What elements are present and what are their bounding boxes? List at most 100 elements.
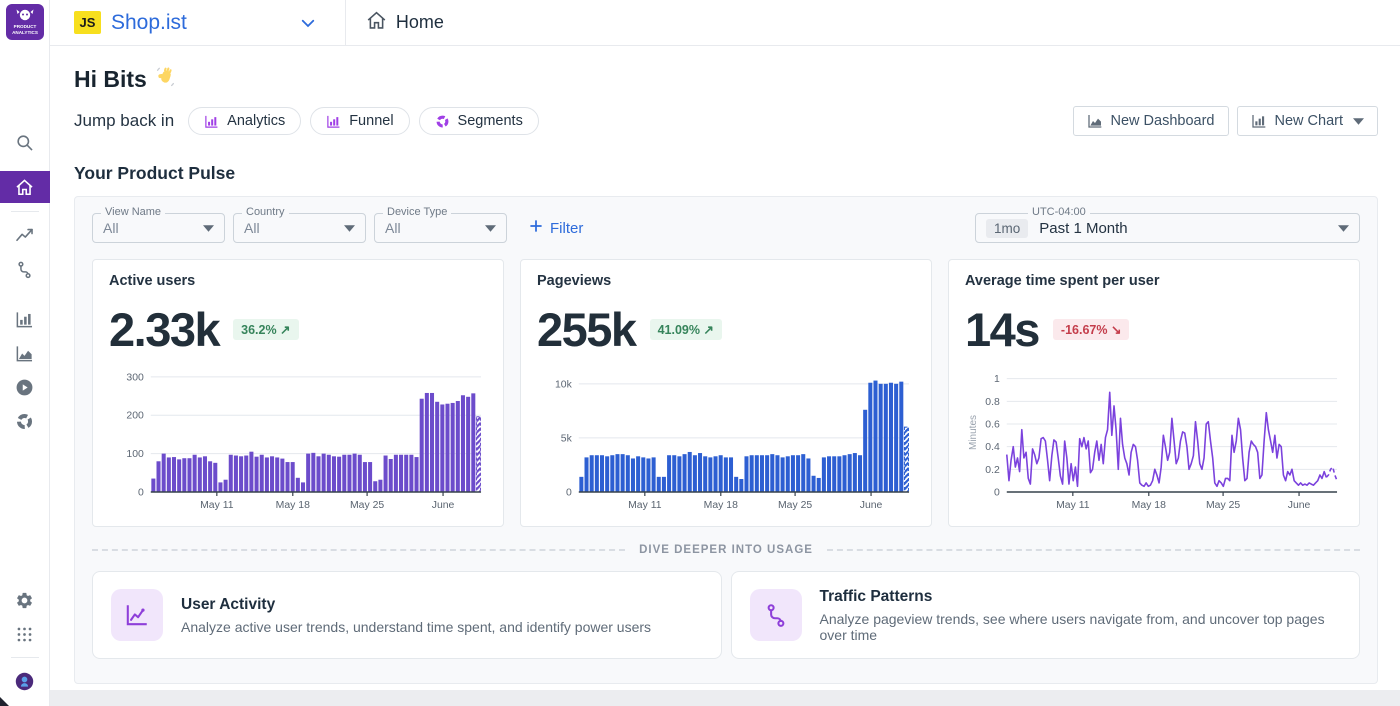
metric-title: Active users	[109, 273, 196, 289]
explore-description: Analyze pageview trends, see where users…	[819, 610, 1325, 643]
button-label: New Dashboard	[1110, 113, 1215, 129]
metric-title: Average time spent per user	[965, 273, 1160, 289]
jump-pill-analytics[interactable]: Analytics	[188, 107, 302, 135]
sidebar-item-settings[interactable]	[0, 585, 50, 615]
svg-text:0: 0	[566, 487, 572, 498]
svg-text:0.8: 0.8	[985, 397, 1000, 408]
caret-down-icon	[203, 224, 214, 232]
section-title: Your Product Pulse	[74, 163, 236, 183]
svg-text:June: June	[432, 500, 455, 511]
jump-pill-label: Funnel	[349, 113, 394, 129]
svg-text:May 18: May 18	[1132, 500, 1166, 511]
add-filter-button[interactable]: Filter	[529, 219, 583, 237]
workspace-js-badge: JS	[74, 11, 101, 34]
select-value: All	[385, 220, 401, 236]
sidebar-item-charts[interactable]	[0, 304, 50, 334]
svg-text:June: June	[860, 500, 883, 511]
metric-chart: 0 0.2 0.4 0.6 0.8 1 May 11 May 18 May 25 June Minu…	[965, 365, 1343, 515]
device-type-select[interactable]: Device Type All	[374, 206, 507, 243]
select-label: Device Type	[383, 206, 452, 218]
jump-pill-funnel[interactable]: Funnel	[310, 107, 410, 135]
trend-icon	[15, 226, 34, 245]
explore-card-traffic-patterns[interactable]: Traffic Patterns Analyze pageview trends,…	[730, 571, 1360, 659]
greeting-text: Hi Bits	[74, 66, 147, 92]
jump-pill-label: Segments	[457, 113, 523, 129]
play-icon	[15, 378, 34, 397]
nav-home[interactable]: Home	[366, 10, 444, 36]
workspace-chevron-down-icon[interactable]	[299, 14, 317, 32]
sidebar-item-product-analytics[interactable]	[0, 220, 50, 250]
time-range-badge: 1mo	[986, 218, 1029, 238]
explore-card-user-activity[interactable]: User Activity Analyze active user trends,…	[92, 571, 722, 659]
metric-title: Pageviews	[537, 273, 612, 289]
donut-icon	[15, 412, 34, 431]
select-value: All	[103, 220, 119, 236]
filter-row: View Name All Country All Device Type All Fil…	[92, 206, 1360, 243]
svg-text:0.6: 0.6	[985, 419, 1000, 430]
bars-icon	[204, 114, 219, 129]
sidebar-item-segments[interactable]	[0, 406, 50, 436]
select-value: All	[244, 220, 260, 236]
metric-chart: 0 100 200 300 May 11 May 18 May 25 June	[109, 365, 487, 515]
product-analytics-logo-icon[interactable]: PRODUCT ANALYTICS	[5, 3, 45, 43]
metric-delta-badge: -16.67% ↘	[1052, 318, 1130, 340]
divider-label: DIVE DEEPER INTO USAGE	[639, 544, 813, 556]
sidebar-divider	[10, 211, 39, 212]
new-chart-button[interactable]: New Chart	[1236, 106, 1378, 136]
sidebar-item-search[interactable]	[0, 127, 50, 157]
home-icon	[15, 178, 34, 197]
sidebar-item-journeys[interactable]	[0, 254, 50, 284]
bars-icon	[15, 310, 34, 329]
dive-deeper-divider: DIVE DEEPER INTO USAGE	[92, 544, 1361, 556]
header-divider	[344, 0, 346, 46]
nav-home-label: Home	[395, 12, 444, 32]
metric-value: 255k	[537, 302, 637, 356]
svg-text:0.4: 0.4	[985, 442, 1000, 453]
journey-icon	[15, 260, 34, 279]
new-dashboard-button[interactable]: New Dashboard	[1072, 106, 1229, 136]
caret-down-icon	[1353, 117, 1364, 125]
svg-text:0: 0	[138, 487, 144, 498]
jump-pill-segments[interactable]: Segments	[418, 107, 539, 135]
select-label: Country	[242, 206, 289, 218]
search-icon	[15, 133, 34, 152]
main-content: Hi Bits Jump back in Analytics Funnel Segm…	[50, 0, 1400, 684]
svg-text:0.2: 0.2	[985, 465, 1000, 476]
waving-hand-icon	[155, 66, 176, 93]
svg-text:200: 200	[126, 411, 144, 422]
metric-delta-badge: 36.2% ↗	[233, 318, 299, 340]
bars-icon	[326, 114, 341, 129]
apps-icon	[15, 625, 34, 644]
svg-text:1: 1	[994, 374, 1000, 385]
country-select[interactable]: Country All	[233, 206, 366, 243]
donut-icon	[435, 114, 450, 129]
sidebar-item-dashboards[interactable]	[0, 338, 50, 368]
time-range-timezone-label: UTC-04:00	[1028, 206, 1090, 218]
svg-text:May 11: May 11	[200, 500, 234, 511]
workspace-name[interactable]: Shop.ist	[111, 10, 187, 34]
sidebar-item-home[interactable]	[0, 171, 50, 203]
sidebar-item-session-replay[interactable]	[0, 372, 50, 402]
bottom-strip	[50, 690, 1400, 706]
svg-text:May 11: May 11	[1056, 500, 1090, 511]
svg-text:100: 100	[126, 449, 144, 460]
view-name-select[interactable]: View Name All	[92, 206, 225, 243]
sidebar-item-apps[interactable]	[0, 619, 50, 649]
explore-title: User Activity	[181, 595, 276, 613]
svg-text:10k: 10k	[555, 379, 573, 390]
sidebar-item-user-avatar[interactable]	[0, 666, 50, 696]
svg-text:June: June	[1288, 500, 1311, 511]
sidebar-divider	[10, 657, 39, 658]
svg-text:May 25: May 25	[778, 500, 812, 511]
svg-text:300: 300	[126, 372, 144, 383]
journey-icon	[749, 589, 802, 641]
svg-text:May 25: May 25	[350, 500, 384, 511]
product-pulse-panel: View Name All Country All Device Type All Fil…	[74, 196, 1378, 684]
add-filter-label: Filter	[550, 219, 584, 237]
svg-text:May 18: May 18	[276, 500, 310, 511]
caret-down-icon	[485, 224, 496, 232]
time-range-select[interactable]: UTC-04:00 1mo Past 1 Month	[975, 206, 1360, 243]
metric-card-pageviews: Pageviews 255k 41.09% ↗ 0 5k 10k May 11 May 18 M…	[520, 259, 932, 527]
time-range-caret-icon	[1338, 224, 1349, 232]
divider-dash-left	[92, 549, 626, 551]
